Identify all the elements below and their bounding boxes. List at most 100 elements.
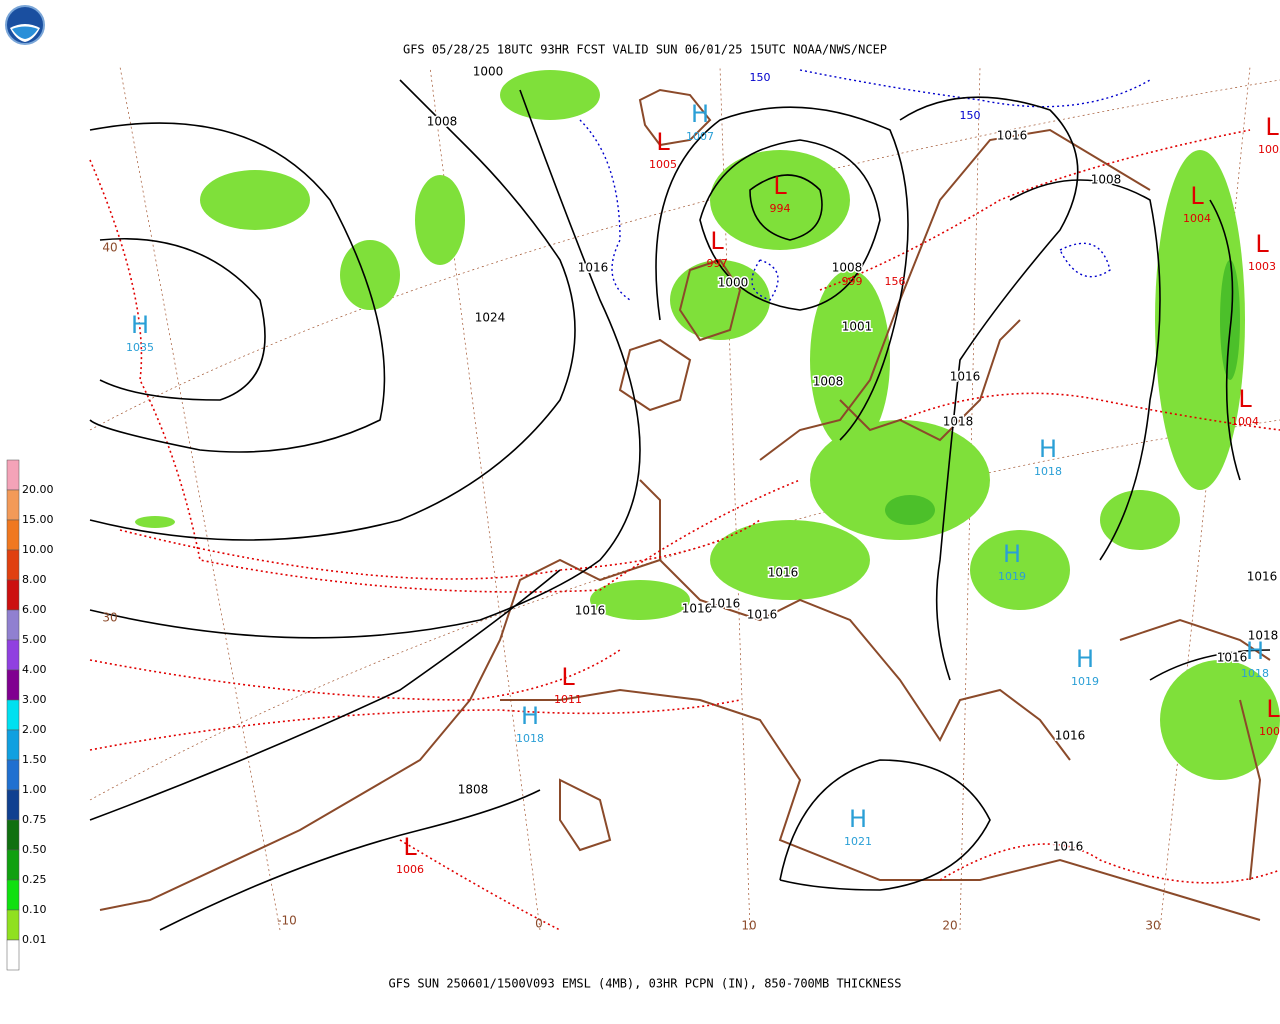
legend-label: 0.10 [22, 903, 47, 916]
pressure-value: 1005 [649, 158, 677, 171]
thickness-label: 150 [750, 71, 771, 84]
legend-swatch [6, 849, 20, 881]
isobar-label: 1808 [458, 783, 489, 797]
precipitation-legend: 20.00 15.00 10.00 8.00 6.00 5.00 4.00 3.00 2.00 1… [6, 459, 54, 971]
legend-label: 4.00 [22, 663, 47, 676]
legend-label: 20.00 [22, 483, 54, 496]
pressure-value: 1003 [1259, 725, 1280, 738]
legend-swatch [6, 609, 20, 641]
legend-label: 10.00 [22, 543, 54, 556]
isobar-label: 1008 [832, 261, 863, 275]
legend-swatch [6, 759, 20, 791]
legend-swatch [6, 819, 20, 851]
thickness-label: 999 [842, 275, 863, 288]
pressure-value: 1003 [1248, 260, 1276, 273]
pressure-value: 1004 [1231, 415, 1259, 428]
legend-swatch [6, 789, 20, 821]
graticule-label: 10 [741, 919, 756, 933]
isobar-label: 1016 [578, 261, 609, 275]
legend-label: 0.01 [22, 933, 47, 946]
pressure-value: 1018 [516, 732, 544, 745]
pressure-value: 994 [770, 202, 791, 215]
thickness-label: 150 [960, 109, 981, 122]
isobar-label: 1016 [710, 597, 741, 611]
legend-swatch [6, 579, 20, 611]
isobar-label: 1016 [747, 608, 778, 622]
map-labels: H 1035 H 1007 L 1005 L 994 L 997 L 1005 L 1004 L 1003 L 1… [102, 63, 1280, 933]
isobar-label: 1016 [682, 602, 713, 616]
legend-swatch [6, 639, 20, 671]
pressure-value: 1019 [998, 570, 1026, 583]
legend-swatch [6, 729, 20, 761]
graticule-label: 20 [942, 919, 957, 933]
isobar-label: 1016 [768, 566, 799, 580]
pressure-symbol: H [1076, 645, 1094, 673]
isobar-label: 1000 [473, 65, 504, 79]
isobar-label: 1018 [1248, 629, 1279, 643]
legend-swatch [6, 549, 20, 581]
pressure-symbol: L [710, 227, 724, 255]
legend-label: 2.00 [22, 723, 47, 736]
pressure-symbol: L [1265, 113, 1279, 141]
isobar-label: 1000 [718, 276, 749, 290]
pressure-value: 1018 [1241, 667, 1269, 680]
isobar-label: 1008 [813, 375, 844, 389]
thickness-lines [89, 69, 1280, 931]
pressure-value: 1007 [686, 130, 714, 143]
legend-label: 1.50 [22, 753, 47, 766]
legend-label: 0.75 [22, 813, 47, 826]
legend-swatch [6, 489, 20, 521]
isobar-label: 1024 [475, 311, 506, 325]
thickness-label: 156 [885, 275, 906, 288]
legend-swatch [6, 519, 20, 551]
legend-swatch [6, 909, 20, 941]
pressure-value: 997 [707, 257, 728, 270]
legend-label: 5.00 [22, 633, 47, 646]
legend-label: 1.00 [22, 783, 47, 796]
pressure-value: 1018 [1034, 465, 1062, 478]
isobar-label: 1008 [1091, 173, 1122, 187]
legend-swatch [6, 699, 20, 731]
isobar-label: 1016 [575, 604, 606, 618]
pressure-value: 1011 [554, 693, 582, 706]
pressure-symbol: H [1039, 435, 1057, 463]
legend-swatch [6, 669, 20, 701]
isobar-label: 1016 [950, 370, 981, 384]
map-title: GFS 05/28/25 18UTC 93HR FCST VALID SUN 0… [403, 43, 887, 57]
legend-swatch [6, 939, 20, 971]
pressure-value: 1005 [1258, 143, 1280, 156]
pressure-symbol: L [561, 663, 575, 691]
isobar-label: 1018 [943, 415, 974, 429]
pressure-symbol: L [656, 128, 670, 156]
isobars [89, 79, 1271, 931]
isobar-label: 1001 [842, 320, 873, 334]
pressure-symbol: L [773, 172, 787, 200]
pressure-symbol: H [521, 702, 539, 730]
isobar-label: 1008 [427, 115, 458, 129]
noaa-logo [5, 5, 45, 45]
pressure-value: 1021 [844, 835, 872, 848]
legend-swatch [6, 459, 20, 491]
isobar-label: 1016 [1055, 729, 1086, 743]
pressure-value: 1004 [1183, 212, 1211, 225]
graticule-label: 30 [102, 611, 117, 625]
pressure-symbol: L [1255, 230, 1269, 258]
pressure-symbol: L [1190, 182, 1204, 210]
pressure-symbol: L [1238, 385, 1252, 413]
pressure-symbol: L [1266, 695, 1280, 723]
legend-label: 8.00 [22, 573, 47, 586]
pressure-symbol: H [1003, 540, 1021, 568]
pressure-symbol: H [131, 311, 149, 339]
legend-label: 0.50 [22, 843, 47, 856]
legend-label: 6.00 [22, 603, 47, 616]
legend-label: 15.00 [22, 513, 54, 526]
isobar-label: 1016 [1247, 570, 1278, 584]
map-area [89, 66, 1280, 933]
graticule-label: 40 [102, 241, 117, 255]
map-caption: GFS SUN 250601/1500V093 EMSL (4MB), 03HR… [389, 977, 902, 991]
isobar-label: 1016 [1053, 840, 1084, 854]
pressure-symbol: H [849, 805, 867, 833]
graticule-label: 0 [535, 917, 543, 931]
pressure-symbol: L [403, 833, 417, 861]
